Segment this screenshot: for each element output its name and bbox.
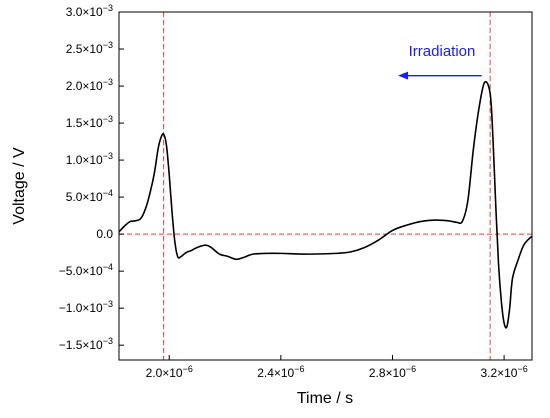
y-axis-title: Voltage / V [11,147,28,225]
x-tick-label: 2.4×10−6 [257,364,304,380]
y-tick-label: 3.0×10−3 [66,3,113,19]
y-tick-label: 2.0×10−3 [66,77,113,93]
x-tick-label: 2.0×10−6 [146,364,193,380]
y-tick-label: 1.5×10−3 [66,114,113,130]
irradiation-annotation: Irradiation [398,43,482,80]
irradiation-label: Irradiation [409,43,476,60]
y-tick-label: 1.0×10−3 [66,151,113,167]
y-tick-label: −1.5×10−3 [59,336,113,352]
y-axis: 3.0×10−3 2.5×10−3 2.0×10−3 1.5×10−3 1.0×10−3… [59,3,124,352]
x-tick-label: 3.2×10−6 [480,364,527,380]
plot-area [118,12,533,360]
y-tick-label: −5.0×10−4 [59,262,113,278]
y-tick-label: −1.0×10−3 [59,299,113,315]
x-axis: 2.0×10−6 2.4×10−6 2.8×10−6 3.2×10−6 [146,355,528,380]
irradiation-arrow-head [398,71,409,80]
y-tick-label: 5.0×10−4 [66,188,113,204]
y-tick-label: 2.5×10−3 [66,40,113,56]
y-tick-label: 0.0 [96,227,113,241]
plot-frame [118,11,533,361]
x-tick-label: 2.8×10−6 [369,364,416,380]
x-axis-title: Time / s [297,390,353,407]
voltage-series-line [118,80,533,329]
